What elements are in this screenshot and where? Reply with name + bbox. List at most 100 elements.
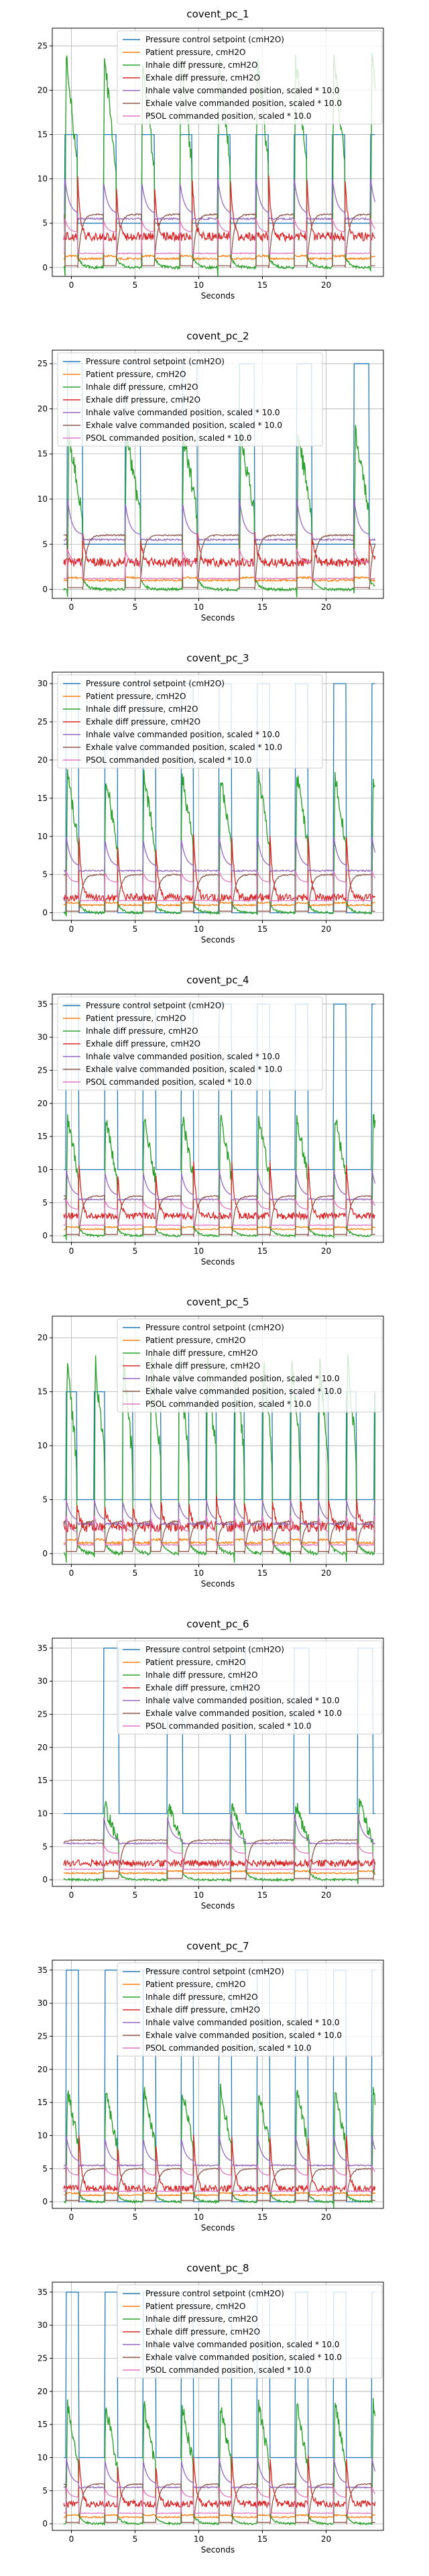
legend-entry: Exhale valve commanded position, scaled …: [86, 743, 282, 752]
series-group: [63, 2292, 376, 2526]
legend-box: [117, 1962, 383, 2057]
y-tick-label: 35: [38, 1644, 48, 1653]
y-tick-label: 25: [38, 359, 48, 368]
series-line-inhale-valve-position: [63, 1499, 376, 1527]
legend-entry: Inhale valve commanded position, scaled …: [145, 86, 339, 95]
x-tick-label: 10: [194, 924, 204, 934]
legend-entry: Exhale valve commanded position, scaled …: [145, 2353, 342, 2362]
legend: Pressure control setpoint (cmH2O) Patient…: [117, 1962, 383, 2057]
y-tick-label: 5: [42, 2164, 48, 2174]
series-line-exhale-valve-position: [63, 1519, 375, 1555]
legend-entry: Exhale diff pressure, cmH2O: [86, 717, 200, 727]
y-tick-label: 10: [38, 2453, 48, 2462]
y-tick-label: 5: [42, 219, 48, 228]
y-tick-label: 35: [38, 1000, 48, 1009]
legend-entry: Inhale diff pressure, cmH2O: [86, 1026, 198, 1036]
x-axis-label: Seconds: [201, 291, 235, 301]
y-tick-label: 30: [38, 1032, 48, 1042]
series-line-exhale-valve-position: [63, 1839, 376, 1882]
chart-title: covent_pc_6: [186, 1618, 249, 1631]
plot-frame: [52, 1638, 384, 1887]
chart-panel-2: covent_pc_2 0 5 10 15 20 0 5 10 15 20 25 Seconds Pres…: [38, 330, 384, 623]
x-tick-label: 20: [321, 1568, 331, 1578]
legend: Pressure control setpoint (cmH2O) Patient…: [117, 1640, 383, 1735]
legend-entry: Inhale diff pressure, cmH2O: [145, 1992, 258, 2002]
x-tick-label: 0: [69, 602, 74, 612]
chart-title: covent_pc_8: [186, 2262, 249, 2275]
series-line-exhale-valve-position: [63, 2483, 375, 2525]
series-line-patient-pressure: [63, 575, 375, 583]
legend-entry: Inhale valve commanded position, scaled …: [145, 2340, 339, 2349]
y-tick-label: 15: [38, 1132, 48, 1141]
series-line-setpoint: [64, 133, 375, 224]
x-tick-label: 5: [133, 602, 138, 612]
y-tick-label: 20: [38, 86, 48, 95]
legend-entry: Patient pressure, cmH2O: [145, 1658, 245, 1667]
legend: Pressure control setpoint (cmH2O) Patient…: [117, 30, 383, 125]
x-tick-label: 0: [69, 2534, 74, 2544]
series-line-psol-position: [63, 1515, 376, 1547]
y-tick-label: 5: [42, 539, 48, 549]
y-tick-label: 15: [38, 449, 48, 459]
y-tick-label: 20: [38, 1099, 48, 1108]
legend-entry: Exhale diff pressure, cmH2O: [86, 1039, 200, 1049]
x-tick-label: 10: [194, 1568, 204, 1578]
chart-title: covent_pc_5: [186, 1296, 249, 1309]
y-tick-label: 25: [38, 41, 48, 50]
y-tick-label: 30: [38, 1998, 48, 2008]
series-line-inhale-valve-position: [63, 2457, 376, 2489]
series-line-psol-position: [63, 1199, 376, 1227]
legend-entry: Pressure control setpoint (cmH2O): [145, 2289, 284, 2298]
series-line-setpoint: [64, 363, 375, 545]
legend-entry: Pressure control setpoint (cmH2O): [86, 679, 225, 688]
y-tick-label: 30: [38, 2320, 48, 2330]
x-tick-label: 20: [321, 2534, 331, 2544]
series-line-psol-position: [63, 870, 376, 902]
y-tick-label: 0: [42, 263, 48, 272]
series-line-exhale-diff-pressure: [63, 834, 376, 903]
series-line-psol-position: [63, 2165, 376, 2193]
legend-entry: Exhale valve commanded position, scaled …: [145, 2031, 342, 2040]
y-tick-label: 10: [38, 494, 48, 504]
legend-entry: Inhale diff pressure, cmH2O: [86, 382, 198, 392]
legend-entry: Inhale valve commanded position, scaled …: [145, 2018, 339, 2027]
series-line-inhale-valve-position: [63, 836, 376, 873]
legend-entry: PSOL commanded position, scaled * 10.0: [145, 111, 312, 121]
x-tick-label: 10: [194, 1890, 204, 1900]
legend-box: [117, 1640, 383, 1735]
x-tick-label: 0: [69, 1246, 74, 1256]
series-line-setpoint: [64, 1648, 375, 1815]
legend-entry: PSOL commanded position, scaled * 10.0: [86, 433, 252, 443]
x-tick-label: 0: [69, 1890, 74, 1900]
legend-entry: Exhale diff pressure, cmH2O: [145, 2005, 260, 2015]
chart-title: covent_pc_1: [186, 8, 249, 21]
legend-entry: Exhale diff pressure, cmH2O: [86, 395, 200, 405]
y-tick-label: 0: [42, 2519, 48, 2528]
chart-panel-5: covent_pc_5 0 5 10 15 20 0 5 10 15 20 Seconds Pressu…: [38, 1296, 384, 1589]
y-tick-label: 0: [42, 1549, 48, 1558]
y-tick-label: 20: [38, 404, 48, 413]
x-axis-label: Seconds: [201, 1579, 235, 1589]
chart-panel-3: covent_pc_3 0 5 10 15 20 0 5 10 15 20 25 30 Seconds Pr…: [38, 652, 384, 945]
y-tick-label: 20: [38, 1333, 48, 1342]
legend-entry: Patient pressure, cmH2O: [145, 2302, 245, 2311]
y-tick-label: 25: [38, 1065, 48, 1075]
series-group: [63, 363, 376, 598]
legend: Pressure control setpoint (cmH2O) Patient…: [57, 352, 323, 447]
legend-entry: Inhale diff pressure, cmH2O: [145, 60, 258, 70]
y-tick-label: 10: [38, 1441, 48, 1450]
x-axis-label: Seconds: [201, 2545, 235, 2555]
x-tick-label: 10: [194, 2212, 204, 2222]
series-group: [63, 1648, 376, 1884]
y-tick-label: 15: [38, 2098, 48, 2107]
plot-frame: [52, 994, 384, 1243]
series-line-exhale-valve-position: [63, 213, 375, 269]
y-tick-label: 25: [38, 1709, 48, 1719]
legend-entry: Patient pressure, cmH2O: [145, 48, 245, 57]
legend-entry: Inhale diff pressure, cmH2O: [145, 1348, 258, 1358]
legend-entry: PSOL commanded position, scaled * 10.0: [86, 1077, 252, 1087]
legend-entry: Inhale valve commanded position, scaled …: [86, 730, 280, 739]
chart-panel-8: covent_pc_8 0 5 10 15 20 0 5 10 15 20 25 30 35 Seconds…: [38, 2262, 384, 2555]
series-line-psol-position: [63, 218, 376, 255]
